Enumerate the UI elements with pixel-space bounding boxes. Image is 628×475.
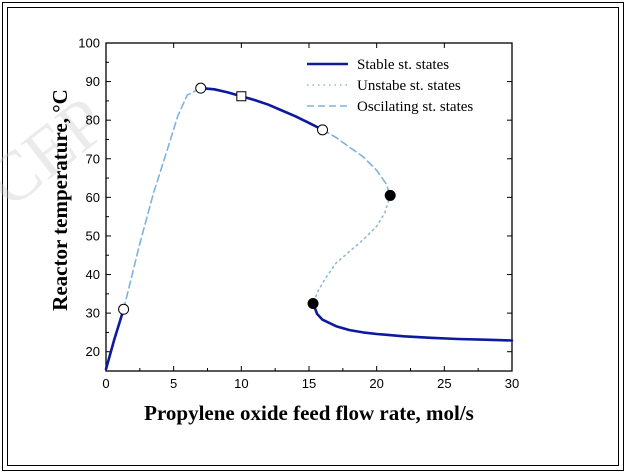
legend-label: Unstabe st. states	[357, 78, 461, 94]
marker-circle-filled	[307, 297, 319, 309]
y-tick-label: 80	[86, 113, 100, 128]
x-axis-ticks: 0 5 10 15 20 25 30	[102, 43, 519, 391]
marker-circle-open	[118, 303, 130, 315]
figure-inner-border	[7, 7, 619, 466]
marker-layer	[118, 82, 396, 315]
series-line-dashed	[122, 87, 202, 311]
legend-label: Stable st. states	[357, 57, 449, 73]
y-tick-label: 20	[86, 344, 100, 359]
legend-label: Oscilating st. states	[357, 99, 473, 115]
y-tick-label: 60	[86, 190, 100, 205]
series-line-dotted	[312, 194, 391, 305]
x-tick-label: 10	[234, 376, 248, 391]
series-line-solid	[311, 302, 514, 342]
series-line-solid	[199, 86, 324, 132]
marker-circle-open	[195, 82, 207, 94]
y-axis-title: Reactor temperature, °C	[48, 89, 72, 311]
y-tick-label: 40	[86, 267, 100, 282]
y-tick-label: 100	[78, 36, 100, 51]
series-line-solid	[104, 308, 125, 371]
x-tick-label: 0	[102, 376, 109, 391]
x-axis-title: Propylene oxide feed flow rate, mol/s	[144, 401, 474, 425]
x-tick-label: 30	[505, 376, 519, 391]
x-tick-label: 25	[437, 376, 451, 391]
marker-circle-filled	[384, 189, 396, 201]
y-tick-label: 70	[86, 151, 100, 166]
series-layer	[104, 86, 514, 371]
marker-square-open	[236, 91, 247, 102]
x-tick-label: 20	[369, 376, 383, 391]
x-tick-label: 15	[302, 376, 316, 391]
marker-circle-open	[317, 124, 329, 136]
legend: Stable st. states Unstabe st. states Oscil…	[307, 57, 473, 115]
x-tick-label: 5	[170, 376, 177, 391]
y-tick-label: 30	[86, 306, 100, 321]
y-tick-label: 90	[86, 74, 100, 89]
y-tick-label: 50	[86, 228, 100, 243]
y-axis-ticks: 20 30 40 50 60 70 80 90 100	[78, 36, 512, 359]
series-line-dashed	[321, 129, 391, 197]
